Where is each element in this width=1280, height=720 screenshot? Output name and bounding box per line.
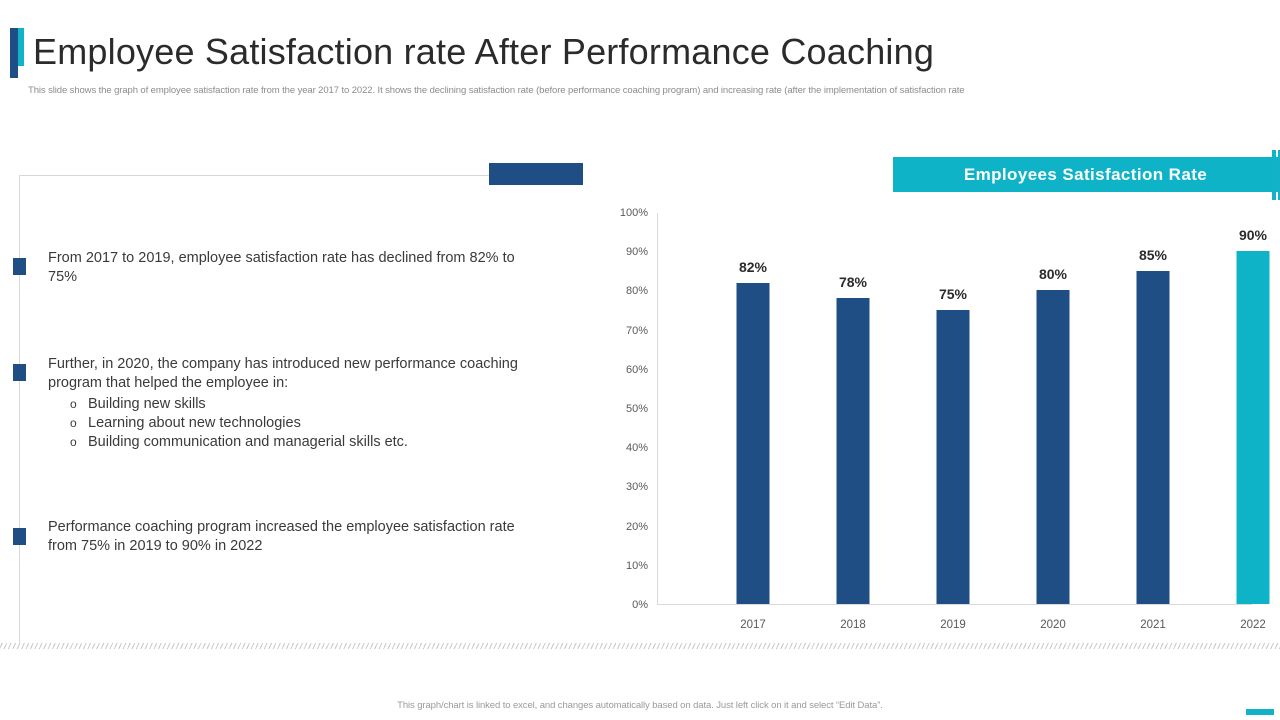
sub-list-item: o Building new skills [48, 395, 518, 414]
bar-slot: 85% [1103, 213, 1203, 604]
bar-slot: 75% [903, 213, 1003, 604]
sub-list-item: o Learning about new technologies [48, 414, 518, 433]
circle-bullet-icon: o [70, 397, 77, 411]
left-panel-top-rule [19, 175, 583, 176]
bar-slot: 82% [703, 213, 803, 604]
footer-accent-bar [1246, 709, 1274, 715]
bar-value-label-2021: 85% [1138, 246, 1168, 263]
bullet-item-1: From 2017 to 2019, employee satisfaction… [48, 249, 518, 287]
circle-bullet-icon: o [70, 416, 77, 430]
sub-list-item-label: Building communication and managerial sk… [88, 434, 408, 450]
bar-value-label-2018: 78% [838, 274, 868, 291]
bar-slot: 78% [803, 213, 903, 604]
bar-value-label-2020: 80% [1038, 266, 1068, 283]
left-panel-tab-block [489, 163, 583, 185]
bar-slot: 90% [1203, 213, 1280, 604]
bullet-text-1: From 2017 to 2019, employee satisfaction… [48, 250, 515, 285]
y-axis-tick-label: 70% [625, 324, 648, 337]
y-axis-tick-label: 80% [625, 285, 648, 298]
page-subtitle: This slide shows the graph of employee s… [28, 85, 965, 96]
bullet-item-2: Further, in 2020, the company has introd… [48, 355, 518, 452]
y-axis-tick-label: 0% [632, 599, 648, 611]
x-axis-tick-label-2022: 2022 [1240, 619, 1266, 631]
bar-2017[interactable] [736, 282, 770, 604]
bar-2019[interactable] [936, 310, 970, 604]
x-axis-tick-label-2019: 2019 [940, 619, 966, 631]
bar-value-label-2017: 82% [738, 258, 768, 275]
y-axis: 100% 90% 80% 70% 60% 50% 40% 30% 20% 10% 0% [600, 205, 648, 611]
bullet-marker-1 [13, 258, 26, 275]
y-axis-tick-label: 10% [625, 559, 648, 572]
y-axis-tick-label: 90% [625, 246, 648, 259]
hatched-divider [0, 643, 1280, 649]
sub-list-item-label: Learning about new technologies [88, 415, 301, 431]
title-accent-bars [10, 28, 26, 78]
x-axis-tick-label-2018: 2018 [840, 619, 866, 631]
bullet-item-3: Performance coaching program increased t… [48, 518, 518, 556]
bar-2021[interactable] [1136, 270, 1170, 604]
banner-right-accent-strip [1272, 150, 1276, 200]
y-axis-tick-label: 100% [619, 207, 648, 219]
bar-2018[interactable] [836, 298, 870, 604]
page-title: Employee Satisfaction rate After Perform… [33, 31, 935, 72]
bar-2020[interactable] [1036, 290, 1070, 604]
x-axis-tick-label-2020: 2020 [1040, 619, 1066, 631]
left-panel-vertical-rule [19, 175, 20, 643]
sub-list-item-label: Building new skills [88, 396, 206, 412]
banner-right-accent-strip-thin [1278, 150, 1280, 200]
circle-bullet-icon: o [70, 435, 77, 449]
footer-note: This graph/chart is linked to excel, and… [397, 700, 883, 711]
bullet-marker-2 [13, 364, 26, 381]
bar-value-label-2022: 90% [1238, 227, 1268, 244]
x-axis-tick-label-2021: 2021 [1140, 619, 1166, 631]
title-accent-cyan-bar [18, 28, 24, 66]
bar-2022[interactable] [1236, 251, 1270, 604]
bullet-text-2: Further, in 2020, the company has introd… [48, 356, 518, 391]
bullet-text-3: Performance coaching program increased t… [48, 519, 515, 554]
sub-list-item: o Building communication and managerial s… [48, 433, 518, 452]
x-axis-tick-label-2017: 2017 [740, 619, 766, 631]
chart-banner-title: Employees Satisfaction Rate [963, 165, 1208, 184]
y-axis-tick-label: 20% [625, 520, 648, 533]
bar-value-label-2019: 75% [938, 286, 968, 302]
bullet-sublist-2: o Building new skills o Learning about new… [48, 395, 518, 452]
chart-plot-area: 82% 2017 78% 2018 75% 2019 80% 2020 85% 2021 90% 20… [657, 213, 1270, 631]
bar-slot: 80% [1003, 213, 1103, 604]
chart-banner: Employees Satisfaction Rate [893, 157, 1278, 192]
title-accent-dark-bar [10, 28, 18, 78]
y-axis-tick-label: 60% [625, 363, 648, 376]
y-axis-tick-label: 50% [625, 403, 648, 415]
satisfaction-bar-chart: 100% 90% 80% 70% 60% 50% 40% 30% 20% 10% 0% 82% 201… [600, 205, 1270, 631]
y-axis-tick-label: 30% [625, 481, 648, 494]
bullet-marker-3 [13, 528, 26, 545]
y-axis-tick-label: 40% [625, 442, 648, 455]
